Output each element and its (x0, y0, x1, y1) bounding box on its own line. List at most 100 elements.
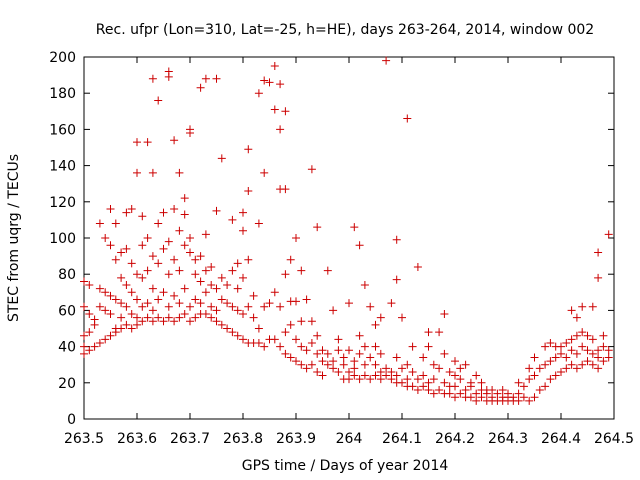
data-point (440, 310, 449, 319)
data-point (297, 342, 306, 351)
data-point (117, 299, 126, 308)
data-point (562, 353, 571, 362)
data-point (345, 299, 353, 308)
data-point (424, 342, 433, 351)
data-point (207, 313, 216, 322)
data-point (408, 342, 417, 351)
data-point (477, 393, 486, 402)
x-tick-label: 264 (336, 431, 363, 447)
data-point (398, 378, 406, 387)
data-point (117, 273, 126, 282)
data-point (228, 328, 237, 337)
data-point (350, 364, 359, 373)
data-point (254, 219, 263, 228)
data-point (260, 76, 269, 85)
data-point (217, 295, 226, 304)
data-point (350, 223, 359, 232)
data-point (588, 349, 597, 358)
data-point (180, 241, 189, 250)
x-tick-label: 264.1 (382, 431, 422, 447)
data-point (302, 364, 311, 373)
data-point (133, 320, 141, 329)
data-point (451, 382, 459, 391)
data-point (127, 205, 136, 214)
x-tick-label: 263.8 (223, 431, 263, 447)
data-point (85, 281, 94, 290)
data-point (398, 364, 406, 373)
x-tick-label: 263.9 (276, 431, 316, 447)
data-point (488, 393, 497, 402)
data-point (254, 89, 263, 98)
data-point (451, 393, 459, 402)
data-point (567, 346, 576, 355)
data-point (387, 367, 396, 376)
data-point (292, 335, 300, 344)
y-tick-label: 160 (49, 122, 76, 138)
data-point (477, 378, 486, 387)
data-point (583, 346, 592, 355)
data-point (419, 353, 428, 362)
data-point (133, 313, 141, 322)
data-point (175, 226, 184, 235)
data-point (472, 371, 481, 380)
data-point (392, 353, 401, 362)
data-point (435, 364, 444, 373)
data-point (546, 357, 555, 366)
data-point (525, 375, 534, 384)
data-point (562, 364, 571, 373)
data-point (329, 357, 338, 366)
data-point (138, 317, 147, 326)
data-point (175, 168, 184, 177)
data-point (201, 230, 210, 239)
data-point (154, 313, 163, 322)
data-point (233, 259, 242, 268)
data-point (297, 266, 306, 275)
data-point (302, 295, 311, 304)
data-point (355, 241, 364, 250)
data-point (106, 310, 115, 319)
data-point (148, 284, 157, 293)
data-point (313, 349, 322, 358)
data-point (164, 270, 173, 279)
data-point (196, 83, 205, 92)
data-point (594, 346, 603, 355)
data-point (323, 266, 332, 275)
x-tick-label: 264.3 (488, 431, 528, 447)
data-point (514, 378, 523, 387)
data-point (541, 342, 550, 351)
data-point (201, 310, 210, 319)
data-point (196, 277, 205, 286)
data-point (461, 386, 470, 395)
data-point (366, 353, 375, 362)
data-point (323, 349, 332, 358)
data-point (212, 317, 221, 326)
y-tick-label: 200 (49, 50, 76, 66)
data-point (276, 80, 285, 89)
data-point (159, 244, 168, 253)
data-point (191, 270, 200, 279)
x-tick-label: 263.6 (117, 431, 157, 447)
data-point (318, 357, 327, 366)
plot-frame (83, 56, 615, 420)
data-point (292, 297, 300, 306)
data-point (111, 255, 120, 264)
data-point (329, 306, 338, 315)
data-point (201, 74, 210, 83)
data-point (355, 375, 364, 384)
data-point (101, 234, 110, 242)
data-point (472, 396, 481, 405)
data-point (472, 389, 481, 398)
data-point (382, 371, 391, 380)
data-point (578, 360, 587, 369)
data-point (371, 360, 380, 369)
x-axis: 263.5 263.6 263.7 263.8 263.9 264 264.1 264.2 26… (64, 57, 634, 447)
data-point (339, 360, 348, 369)
data-point (488, 386, 497, 395)
data-point (265, 78, 274, 87)
data-point (413, 386, 422, 395)
data-point (599, 357, 608, 366)
data-point (424, 386, 433, 395)
data-point (599, 331, 608, 340)
data-point (148, 74, 157, 83)
data-point (466, 378, 475, 387)
